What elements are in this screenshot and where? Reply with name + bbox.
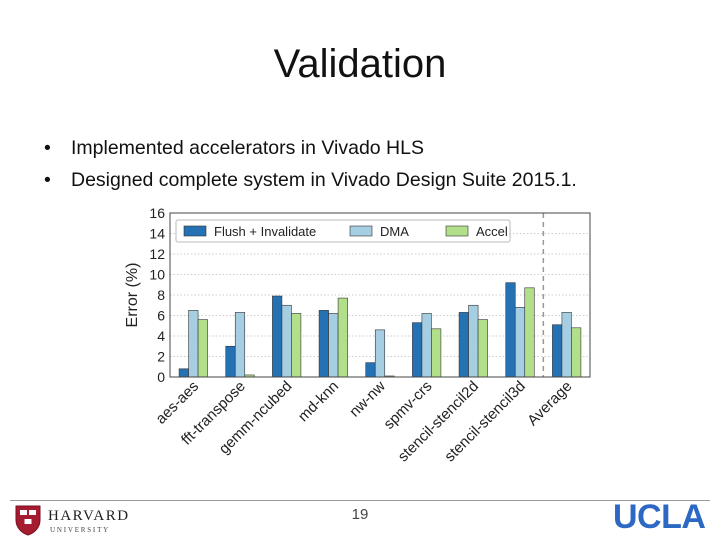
bar-dma-stencil-stencil3d	[514, 307, 526, 378]
bar-accel-stencil-stencil2d	[477, 319, 488, 378]
plot-frame	[169, 212, 591, 378]
bar-flush-invalidate-average	[552, 324, 563, 378]
legend-swatch	[183, 225, 207, 237]
bar-flush-invalidate-spmv-crs	[412, 322, 423, 378]
x-tick-label: stencil-stencil2d	[395, 378, 482, 465]
ucla-logo: UCLA	[613, 498, 706, 536]
y-axis-label: Error (%)	[124, 263, 141, 328]
bar-dma-aes-aes	[188, 310, 199, 378]
bar-accel-gemm-ncubed	[291, 313, 302, 378]
bar-dma-gemm-ncubed	[281, 304, 292, 378]
bar-accel-average	[571, 327, 582, 378]
page-number: 19	[351, 506, 369, 523]
y-tick-label: 10	[149, 267, 165, 283]
x-tick-label: nw-nw	[346, 378, 389, 421]
bar-dma-spmv-crs	[421, 313, 432, 378]
harvard-shield-icon	[15, 505, 41, 536]
y-tick-label: 6	[157, 308, 165, 324]
y-tick-label: 2	[157, 349, 165, 365]
bar-flush-invalidate-md-knn	[318, 310, 329, 378]
harvard-subtitle: UNIVERSITY	[50, 526, 110, 534]
bar-dma-md-knn	[328, 313, 339, 378]
bar-accel-stencil-stencil3d	[524, 287, 535, 378]
slide-title: Validation	[273, 42, 447, 86]
legend-label: Accel	[476, 224, 508, 239]
y-tick-label: 8	[157, 287, 165, 303]
bar-flush-invalidate-nw-nw	[365, 362, 376, 378]
footer-divider	[10, 500, 710, 501]
legend-label: DMA	[380, 224, 409, 239]
bar-flush-invalidate-stencil-stencil2d	[458, 312, 469, 378]
bar-dma-stencil-stencil2d	[468, 304, 479, 378]
y-tick-label: 14	[149, 226, 165, 242]
bar-accel-spmv-crs	[431, 328, 442, 378]
bar-accel-aes-aes	[197, 319, 208, 378]
bullet-item: Implemented accelerators in Vivado HLS	[44, 132, 577, 164]
y-tick-label: 0	[157, 369, 165, 385]
bar-flush-invalidate-aes-aes	[178, 368, 189, 378]
bar-flush-invalidate-stencil-stencil3d	[505, 282, 516, 378]
y-tick-label: 4	[157, 328, 165, 344]
bullet-item: Designed complete system in Vivado Desig…	[44, 164, 577, 196]
harvard-wordmark: HARVARD	[48, 508, 130, 524]
bar-accel-md-knn	[337, 297, 348, 378]
legend-box	[175, 219, 511, 243]
bar-dma-nw-nw	[374, 329, 386, 378]
x-tick-label: stencil-stencil3d	[441, 378, 528, 465]
y-tick-label: 16	[149, 205, 165, 221]
error-bar-chart: 0246810121416aes-aesfft-transposegemm-nc…	[124, 205, 591, 465]
legend-swatch	[349, 225, 373, 237]
y-tick-label: 12	[149, 246, 165, 262]
legend-swatch	[445, 225, 469, 237]
bar-flush-invalidate-fft-transpose	[225, 345, 236, 378]
bar-flush-invalidate-gemm-ncubed	[272, 295, 283, 378]
bar-dma-fft-transpose	[234, 312, 246, 378]
x-tick-label: md-knn	[295, 378, 342, 425]
legend-label: Flush + Invalidate	[214, 224, 316, 239]
bar-dma-average	[561, 312, 572, 378]
harvard-logo: HARVARD UNIVERSITY	[14, 502, 154, 538]
bullet-list: Implemented accelerators in Vivado HLS D…	[44, 132, 577, 196]
x-tick-label: Average	[524, 378, 575, 429]
